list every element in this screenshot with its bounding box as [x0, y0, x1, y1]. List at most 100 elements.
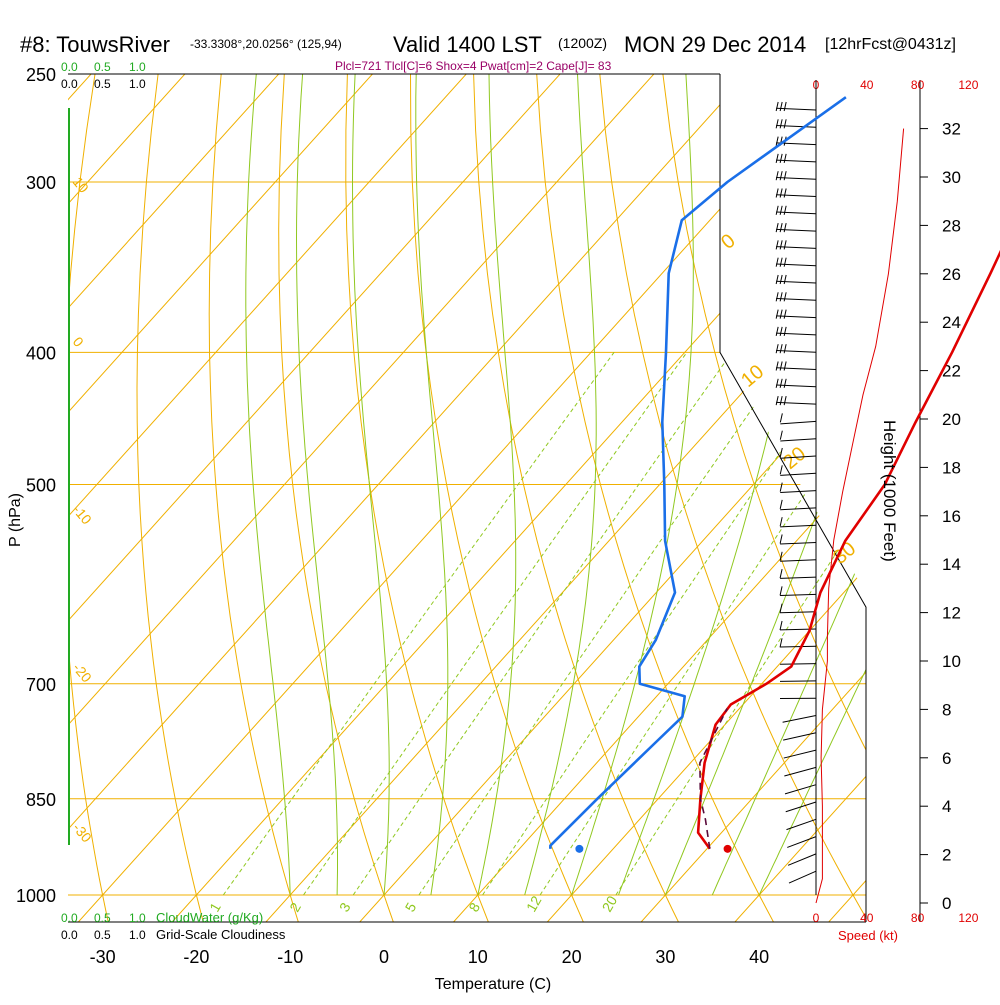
wind-barb	[776, 223, 816, 232]
cloudiness-top-0: 0.0	[61, 77, 78, 91]
height-tick-label: 32	[942, 120, 961, 139]
surface-temperature-point	[724, 845, 732, 853]
height-tick-label: 6	[942, 749, 951, 768]
isotherm-line	[358, 50, 1000, 924]
wind-barb-flag	[776, 240, 778, 249]
height-axis-label: Height (1000 Feet)	[880, 420, 899, 562]
wind-barb-flag	[784, 102, 786, 111]
wind-barb-flag	[776, 119, 778, 128]
isotherm-line	[0, 50, 394, 924]
wind-barb-staff	[776, 333, 816, 335]
dry-adiabat	[137, 74, 204, 924]
height-tick-label: 26	[942, 265, 961, 284]
wind-barb-staff	[776, 316, 816, 318]
wind-barb-flag	[780, 154, 782, 163]
wind-barb	[776, 189, 816, 198]
wind-barb	[776, 379, 816, 388]
wind-barb	[776, 102, 816, 111]
wind-barb-staff	[776, 385, 816, 387]
wind-barb	[784, 750, 816, 758]
wind-barb-staff	[787, 837, 816, 848]
wind-barb	[776, 310, 816, 319]
wind-barb-flag	[780, 413, 782, 422]
wind-barb-staff	[780, 491, 816, 493]
station-title: #8: TouwsRiver	[20, 32, 170, 57]
cloudwater-label: CloudWater (g/Kg)	[156, 910, 263, 925]
height-tick-label: 0	[942, 894, 951, 913]
wind-barb-staff	[780, 646, 816, 647]
wind-barb-flag	[780, 119, 782, 128]
mixing-ratio-label: 3	[336, 900, 354, 915]
wind-barb-flag	[780, 258, 782, 267]
wind-barb-flag	[784, 327, 786, 336]
moist-adiabat	[759, 50, 1000, 895]
height-tick-label: 4	[942, 797, 951, 816]
wind-barb-flag	[784, 344, 786, 353]
pressure-tick-label: 700	[26, 675, 56, 695]
wind-barb-flag	[776, 327, 778, 336]
cloudwater-bottom-1: 1.0	[129, 911, 146, 925]
temperature-tick-label: -20	[183, 947, 209, 967]
mixing-ratio-line	[540, 352, 900, 895]
pressure-tick-label: 400	[26, 343, 56, 363]
wind-barb	[788, 854, 816, 865]
wind-barb-staff	[776, 229, 816, 231]
wind-barb-flag	[776, 379, 778, 388]
station-coords: -33.3308°,20.0256° (125,94)	[190, 37, 342, 51]
speed-tick-top: 80	[911, 78, 925, 92]
wind-barb-flag	[776, 102, 778, 111]
wind-barb	[776, 171, 816, 180]
wind-barb	[776, 206, 816, 215]
dry-adiabat	[537, 74, 775, 924]
wind-barb-flag	[776, 171, 778, 180]
wind-barb	[785, 785, 816, 794]
wind-barb-staff	[780, 543, 816, 545]
dry-adiabat	[411, 74, 585, 924]
mixing-ratio-label: 12	[523, 893, 545, 915]
wind-barb-flag	[784, 223, 786, 232]
isotherm-label: 10	[70, 174, 92, 196]
temperature-tick-label: 10	[468, 947, 488, 967]
wind-barb-flag	[776, 310, 778, 319]
temperature-tick-label: 30	[655, 947, 675, 967]
wind-barb-flag	[780, 465, 782, 474]
cloudwater-top-1: 1.0	[129, 60, 146, 74]
wind-barb-staff	[780, 612, 816, 613]
dry-adiabat	[978, 74, 1000, 924]
moist-adiabat	[416, 50, 448, 895]
wind-barb-flag	[784, 258, 786, 267]
wind-barb-flag	[776, 189, 778, 198]
wind-barb-staff	[776, 108, 816, 110]
wind-barb	[776, 258, 816, 267]
wind-barb	[787, 837, 816, 848]
height-tick-label: 14	[942, 555, 961, 574]
wind-barb-flag	[784, 171, 786, 180]
wind-barb	[780, 586, 816, 595]
valid-time: Valid 1400 LST	[393, 32, 542, 57]
mixing-ratio-line	[616, 352, 968, 895]
height-tick-label: 18	[942, 458, 961, 477]
wind-barb	[776, 292, 816, 301]
wind-barb-flag	[780, 275, 782, 284]
isotherm-label: -10	[70, 502, 95, 528]
isotherm-line	[77, 50, 864, 924]
zulu-time: (1200Z)	[558, 35, 607, 51]
height-tick-label: 16	[942, 507, 961, 526]
cloudiness-top-1: 1.0	[129, 77, 146, 91]
wind-barb-staff	[776, 299, 816, 301]
mixing-ratio-label: 20	[599, 893, 621, 915]
wind-barb	[780, 431, 816, 441]
wind-barb-flag	[780, 240, 782, 249]
wind-barb-flag	[780, 517, 782, 526]
wind-barb-staff	[776, 264, 816, 266]
wind-barb-staff	[776, 350, 816, 352]
cloudiness-top-05: 0.5	[94, 77, 111, 91]
height-tick-label: 8	[942, 700, 951, 719]
wind-barb-staff	[776, 212, 816, 214]
height-tick-label: 10	[942, 652, 961, 671]
wind-barb-flag	[776, 137, 778, 146]
isotherm-line	[0, 50, 113, 924]
wind-barb	[780, 500, 816, 510]
wind-barb-staff	[780, 560, 816, 561]
wind-barb-flag	[776, 206, 778, 215]
